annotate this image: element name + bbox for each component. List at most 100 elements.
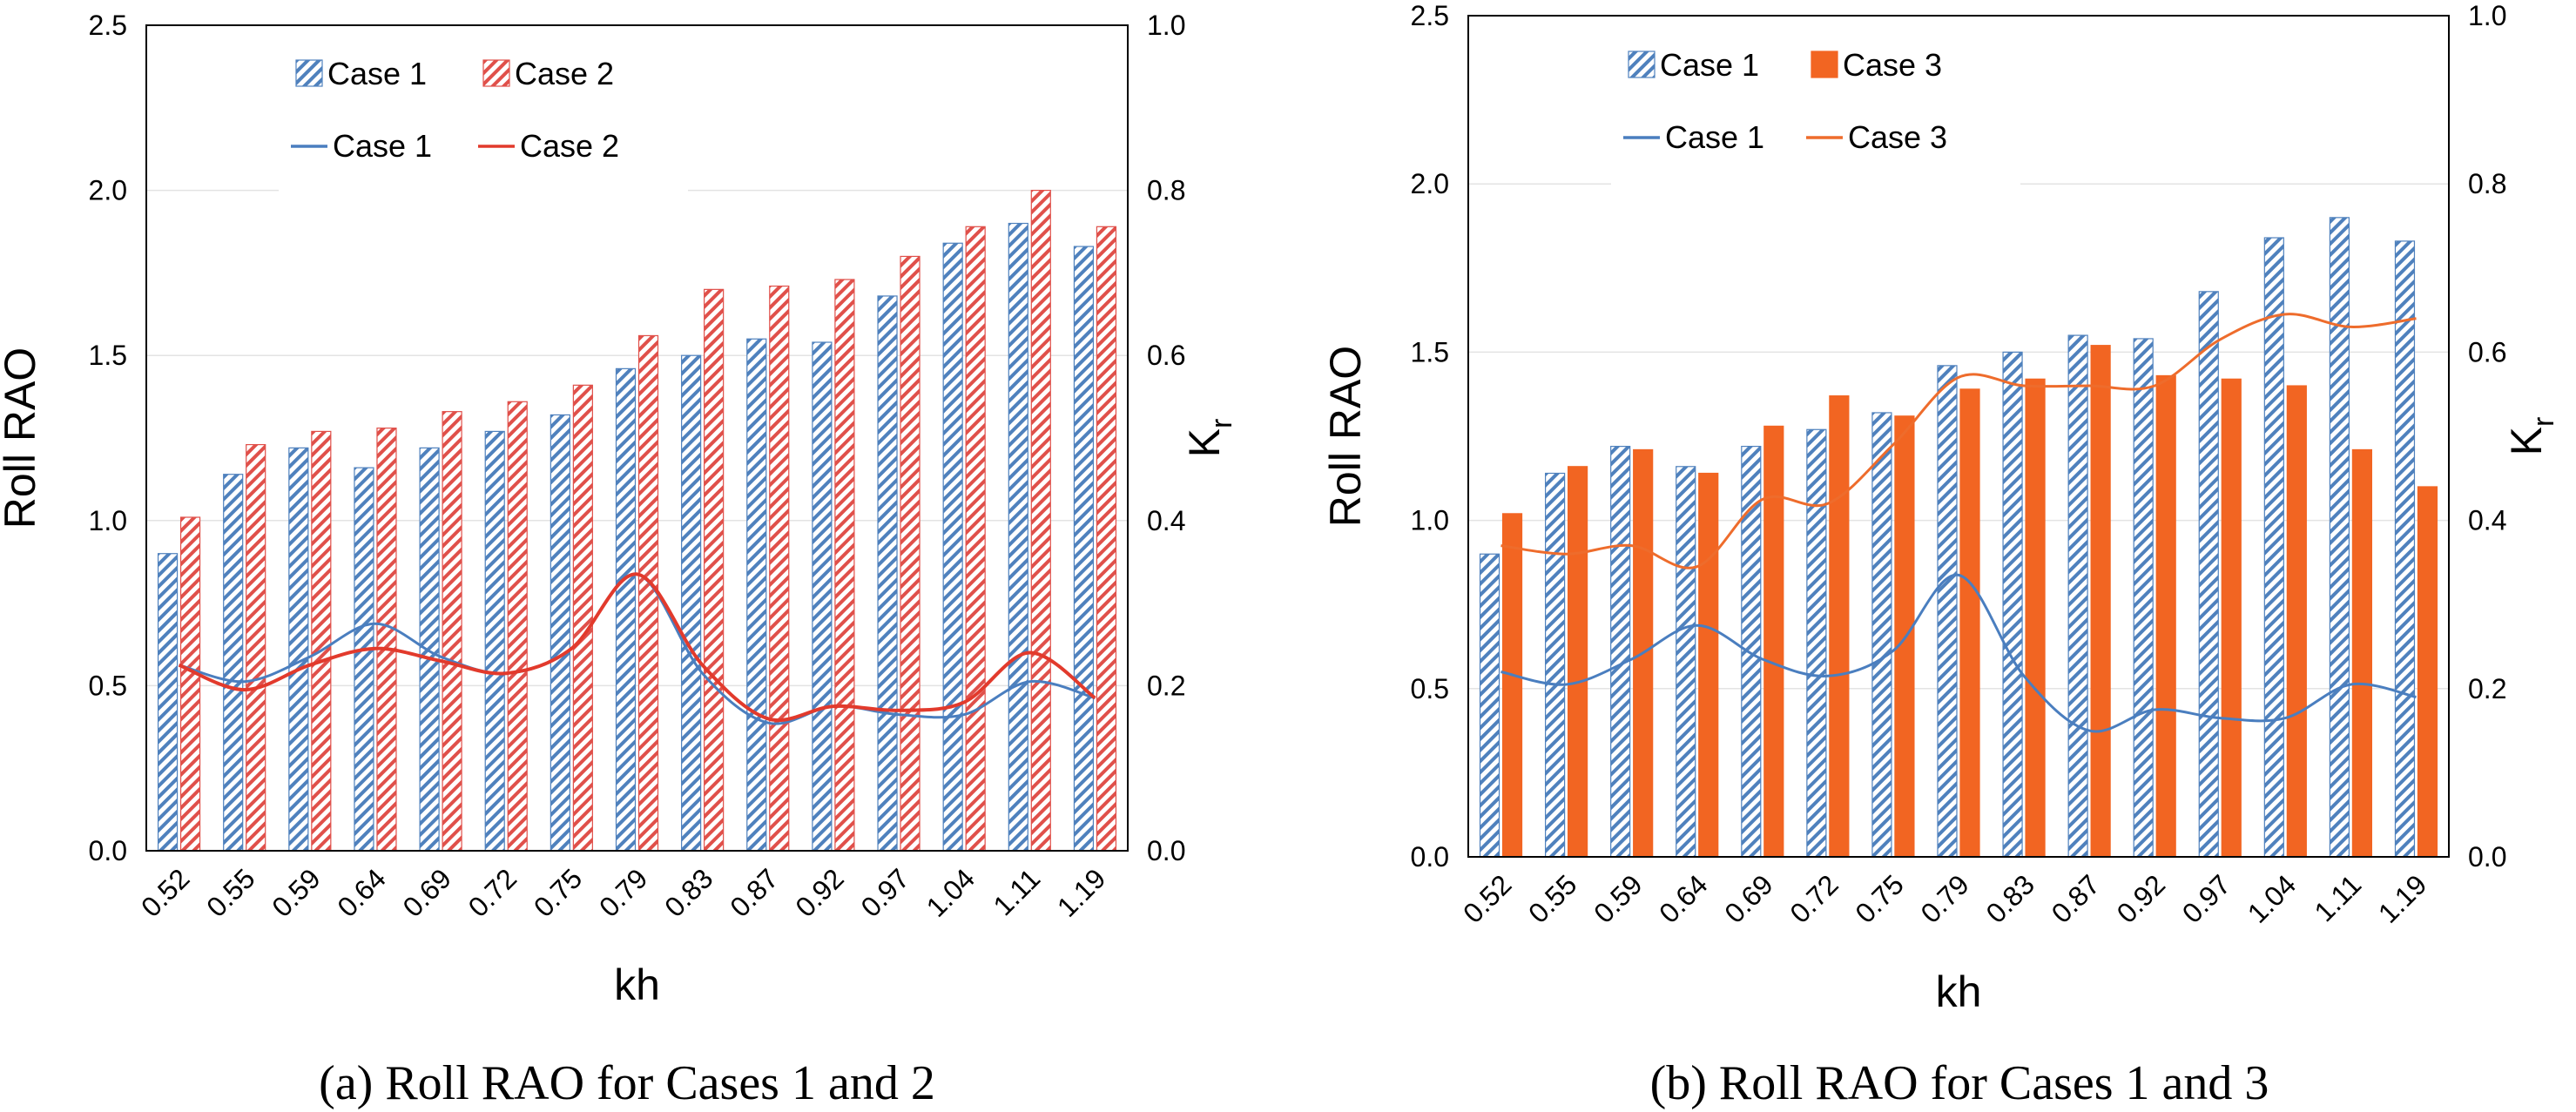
x-tick-label: 0.75	[1849, 868, 1909, 928]
line-case-1	[1500, 573, 2417, 733]
bar-case-3	[2417, 486, 2438, 858]
bar-case-2	[507, 401, 528, 852]
chart-panel-b: 0.0 0.5 1.0 1.5 2.0 2.5 0.0 0.2 0.4 0.6 0.8 1.0 0.…	[1321, 0, 2560, 1110]
bar-case-1	[1937, 365, 1958, 858]
bar-case-1	[2394, 240, 2416, 858]
bar-case-1	[1871, 412, 1892, 858]
bar-case-1	[1676, 466, 1696, 858]
x-tick-label: 0.52	[1457, 868, 1517, 928]
bar-case-2	[442, 411, 462, 852]
y-axis-label: Roll RAO	[0, 347, 44, 529]
bar-case-1	[2133, 338, 2154, 858]
bar-case-1	[1610, 445, 1631, 858]
legend-swatch	[1628, 51, 1656, 78]
plot-frame	[1467, 15, 2450, 858]
bar-case-3	[1698, 472, 1719, 858]
bar-case-2	[311, 430, 332, 852]
x-axis-label: kh	[1936, 967, 1982, 1016]
bar-case-1	[550, 414, 570, 852]
legend-label: Case 2	[520, 128, 619, 164]
bar-case-3	[2090, 345, 2111, 858]
x-tick-label: 0.55	[1522, 868, 1582, 928]
bar-case-1	[1008, 222, 1028, 852]
line-case-3	[1500, 313, 2417, 569]
y-tick-label: 2.0	[1411, 168, 1449, 199]
y-tick-label: 1.5	[1411, 336, 1449, 367]
y-tick-label: 0.0	[1411, 841, 1449, 873]
x-tick-label: 0.87	[724, 862, 784, 922]
y2-tick-label: 0.4	[2468, 505, 2506, 536]
y2-tick-label: 0.2	[2468, 673, 2506, 704]
bar-case-2	[769, 285, 790, 852]
bar-case-3	[2025, 378, 2046, 858]
bar-case-1	[484, 430, 505, 852]
bar-case-1	[2002, 351, 2023, 858]
legend-label: Case 3	[1848, 119, 1947, 155]
x-tick-label: 0.83	[658, 862, 718, 922]
bar-case-3	[2286, 385, 2307, 858]
bar-case-2	[572, 384, 593, 852]
x-axis-label: kh	[614, 960, 660, 1009]
x-tick-label: 0.64	[331, 862, 391, 922]
y-tick-label: 1.0	[1411, 505, 1449, 536]
secondary-y-axis-label: Kr	[2502, 417, 2560, 456]
bar-case-2	[1030, 190, 1051, 852]
x-tick-label: 1.19	[2372, 868, 2432, 928]
legend-label: Case 1	[1665, 119, 1764, 155]
y2-tick-label: 0.8	[1147, 175, 1185, 206]
bar-case-3	[1567, 466, 1588, 858]
bar-case-2	[1096, 226, 1117, 852]
x-tick-label: 0.79	[593, 862, 653, 922]
x-tick-label: 0.75	[528, 862, 588, 922]
bar-case-3	[1763, 425, 1784, 858]
y-tick-label: 2.5	[89, 10, 127, 41]
bar-case-2	[179, 516, 201, 852]
x-tick-label: 1.11	[2309, 868, 2368, 927]
legend-label: Case 1	[1660, 47, 1759, 83]
bar-case-3	[1959, 388, 1980, 858]
bar-case-2	[704, 288, 725, 852]
bar-case-1	[1544, 472, 1566, 858]
x-tick-label: 1.04	[920, 862, 981, 922]
bar-case-1	[1073, 246, 1095, 852]
legend-swatch	[482, 59, 510, 87]
x-tick-label: 0.79	[1914, 868, 1974, 928]
x-tick-label: 0.59	[266, 862, 326, 922]
y-tick-label: 2.5	[1411, 0, 1449, 31]
x-tick-label: 0.72	[462, 862, 523, 922]
y2-tick-label: 0.6	[1147, 340, 1185, 371]
legend-label: Case 1	[327, 56, 427, 91]
bar-case-1	[2067, 334, 2088, 858]
x-tick-label: 0.92	[789, 862, 849, 922]
bar-case-1	[1479, 553, 1500, 858]
bar-case-2	[246, 443, 266, 852]
x-tick-label: 0.64	[1653, 868, 1713, 928]
bar-case-1	[2198, 291, 2219, 858]
y-tick-label: 2.0	[89, 175, 127, 206]
bar-case-1	[223, 474, 244, 852]
chart-panel-a: 0.0 0.5 1.0 1.5 2.0 2.5 0.0 0.2 0.4 0.6 0.8 1.0 0.…	[0, 10, 1238, 1110]
bar-case-1	[681, 354, 702, 852]
y2-tick-label: 0.4	[1147, 505, 1185, 536]
legend-swatch	[295, 59, 323, 87]
legend-label: Case 2	[515, 56, 614, 91]
y-tick-label: 0.5	[89, 670, 127, 701]
y2-tick-label: 1.0	[1147, 10, 1185, 41]
y2-tick-label: 0.0	[2468, 841, 2506, 873]
bar-case-3	[1501, 513, 1523, 858]
bar-case-1	[157, 553, 179, 852]
x-tick-label: 0.52	[135, 862, 195, 922]
y2-tick-label: 0.8	[2468, 168, 2506, 199]
x-tick-label: 0.87	[2046, 868, 2106, 928]
y2-tick-label: 0.0	[1147, 835, 1185, 866]
y-tick-label: 1.5	[89, 340, 127, 371]
legend-swatch	[1811, 51, 1838, 78]
bar-case-3	[2351, 448, 2372, 858]
y2-tick-label: 0.2	[1147, 670, 1185, 701]
x-tick-label: 0.72	[1784, 868, 1844, 928]
secondary-y-axis-label-main: K	[1180, 428, 1229, 457]
bar-case-3	[2155, 374, 2176, 858]
x-tick-label: 0.69	[397, 862, 457, 922]
bar-case-2	[900, 255, 920, 852]
